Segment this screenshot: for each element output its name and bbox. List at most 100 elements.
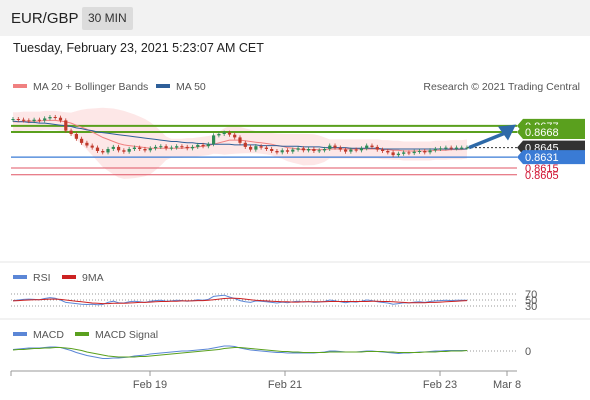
copyright-label: Research © 2021 Trading Central: [423, 81, 580, 93]
candle-body: [85, 142, 89, 146]
candle-body: [280, 150, 284, 153]
candle-body: [127, 149, 131, 152]
legend-label-ma50: MA 50: [176, 81, 206, 93]
candle-body: [37, 119, 41, 121]
legend-label-ma20: MA 20 + Bollinger Bands: [33, 81, 148, 93]
candle-body: [349, 149, 353, 152]
candle-body: [227, 132, 232, 135]
candle-body: [333, 145, 337, 148]
candle-body: [222, 132, 226, 134]
legend-swatch-rsi: [13, 275, 27, 279]
candle-body: [444, 147, 448, 149]
macd-series-signal: [12, 347, 468, 358]
candle-body: [417, 151, 422, 152]
legend-swatch-9ma: [62, 275, 76, 279]
candle-body: [402, 152, 406, 154]
candle-body: [259, 146, 263, 148]
candle-body: [138, 147, 142, 149]
candle-body: [201, 144, 205, 147]
x-tick-label: Mar 8: [493, 379, 521, 391]
candle-body: [159, 146, 163, 148]
candle-body: [58, 117, 63, 121]
candle-body: [296, 148, 300, 150]
price-label-bg: [517, 124, 585, 139]
candle-body: [317, 150, 321, 152]
candle-body: [90, 145, 94, 148]
candle-body: [428, 150, 432, 153]
candle-body: [80, 138, 84, 143]
x-tick-label: Feb 21: [268, 379, 302, 391]
candle-body: [238, 137, 242, 143]
candle-body: [412, 151, 416, 154]
candle-body: [370, 145, 374, 147]
candle-body: [132, 147, 136, 149]
candle-body: [312, 149, 316, 151]
candle-body: [16, 119, 20, 120]
rsi-tick-label: 30: [525, 301, 537, 313]
candle-body: [148, 148, 152, 151]
candle-body: [449, 147, 453, 149]
candle-body: [206, 144, 210, 147]
rsi-tick-label: 50: [525, 295, 537, 307]
candle-body: [328, 145, 332, 149]
candle-body: [407, 152, 411, 154]
candle-body: [465, 147, 469, 149]
candle-body: [386, 151, 390, 153]
price-label-support: 0.8631: [525, 152, 559, 164]
candle-body: [111, 146, 115, 149]
candle-body: [74, 134, 78, 139]
candle-body: [344, 149, 348, 152]
rsi-series-rsi: [12, 294, 467, 306]
legend-swatch-ma50: [156, 84, 170, 88]
header-bar: EUR/GBP 30 MIN: [0, 0, 590, 36]
candle-body: [249, 146, 253, 150]
candle-body: [212, 135, 216, 145]
candle-body: [48, 117, 52, 119]
x-tick-label: Feb 23: [423, 379, 457, 391]
candle-body: [64, 120, 68, 131]
x-tick-label: Feb 19: [133, 379, 167, 391]
rsi-tick-label: 70: [525, 289, 537, 301]
legend-label-macd: MACD: [33, 329, 64, 341]
candle-body: [354, 149, 358, 151]
price-label-target: 0.8615: [525, 163, 559, 175]
candle-body: [391, 152, 395, 156]
legend-swatch-macd: [13, 332, 27, 336]
macd-panel: 0: [12, 345, 531, 359]
candle-body: [53, 117, 57, 118]
candle-body: [381, 149, 385, 151]
price-label-resistance: 0.8668: [525, 127, 559, 139]
candle-body: [338, 147, 342, 150]
candle-body: [233, 134, 237, 138]
candle-body: [433, 149, 437, 151]
candle-body: [243, 142, 247, 147]
candle-body: [190, 146, 195, 149]
candle-body: [101, 151, 105, 153]
candle-body: [359, 148, 363, 151]
candle-body: [285, 150, 290, 152]
candle-body: [217, 134, 221, 136]
legend-label-9ma: 9MA: [82, 272, 104, 284]
candle-body: [307, 149, 311, 151]
candle-body: [169, 147, 173, 149]
candle-body: [32, 119, 36, 122]
candle-body: [275, 151, 279, 153]
datetime-label: Tuesday, February 23, 2021 5:23:07 AM CE…: [13, 41, 264, 55]
candle-body: [365, 145, 369, 149]
x-axis: Feb 19 Feb 21 Feb 23 Mar 8: [10, 371, 521, 391]
candle-body: [254, 146, 258, 150]
candle-body: [322, 149, 327, 151]
candle-body: [143, 149, 147, 151]
candle-body: [460, 147, 464, 149]
candle-body: [291, 149, 295, 152]
candle-body: [396, 153, 400, 156]
timeframe-badge[interactable]: 30 MIN: [82, 7, 133, 30]
legend-label-rsi: RSI: [33, 272, 51, 284]
rsi-series-9ma: [12, 297, 468, 305]
candle-body: [423, 151, 427, 153]
candle-body: [175, 146, 179, 148]
macd-tick-label: 0: [525, 346, 531, 358]
